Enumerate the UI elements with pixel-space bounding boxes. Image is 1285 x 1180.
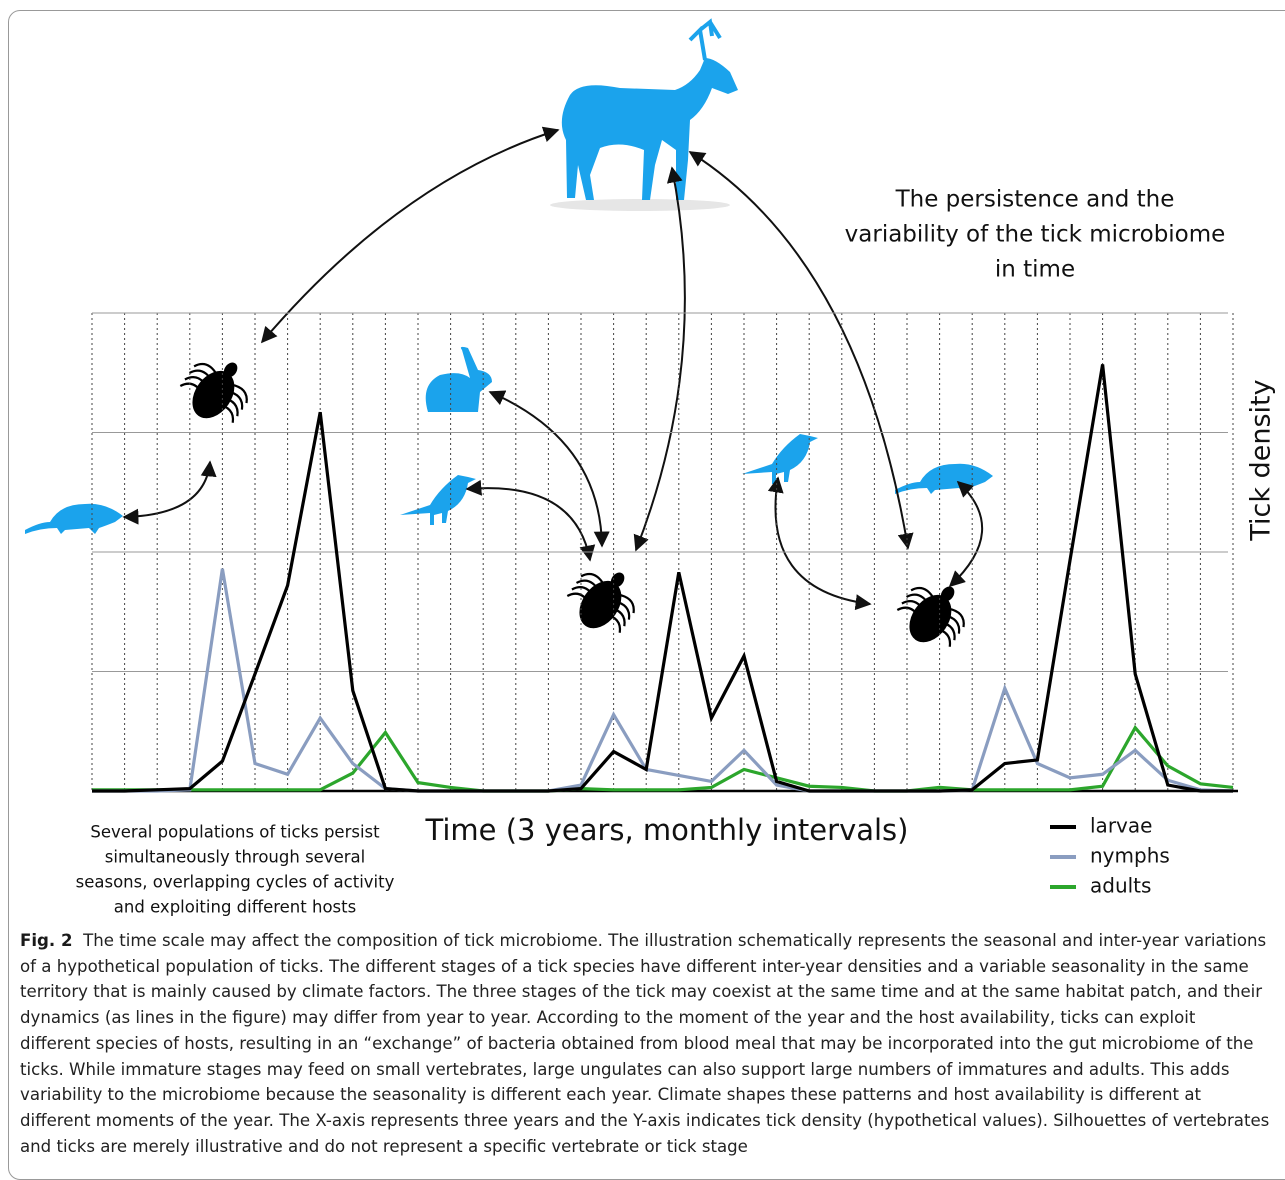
- rabbit-silhouette: [426, 347, 492, 412]
- rodent-body: [25, 504, 123, 534]
- series-line: [92, 728, 1233, 791]
- chart: Time (3 years, monthly intervals) Tick d…: [0, 0, 1285, 925]
- note: Several populations of ticks persist: [90, 823, 380, 842]
- legend-label: nymphs: [1090, 844, 1170, 868]
- legend-label: adults: [1090, 874, 1151, 898]
- host-arrow: [636, 168, 685, 550]
- annotation: variability of the tick microbiome: [845, 222, 1226, 248]
- bird-body: [742, 434, 818, 484]
- tick-silhouette: [172, 345, 261, 434]
- figure-caption: Fig. 2 The time scale may affect the com…: [20, 928, 1270, 1159]
- host-arrow: [490, 392, 602, 546]
- deer-shadow: [550, 199, 730, 211]
- legend-label: larvae: [1090, 814, 1152, 838]
- illustrations: [25, 22, 993, 658]
- host-arrow: [690, 152, 908, 548]
- bird-silhouette: [400, 475, 476, 525]
- caption-text: The time scale may affect the compositio…: [20, 931, 1269, 1156]
- rodent-silhouette: [25, 504, 123, 534]
- annotation: in time: [995, 257, 1075, 283]
- host-arrow: [775, 478, 870, 604]
- bird-silhouette: [742, 434, 818, 484]
- deer-body: [562, 58, 738, 200]
- annotation: The persistence and the: [895, 187, 1175, 213]
- page-body: {"chart_data": {"type": "line", "categor…: [0, 0, 1285, 1170]
- x-axis-label: Time (3 years, monthly intervals): [425, 813, 909, 847]
- deer-silhouette: [550, 22, 738, 211]
- note: and exploiting different hosts: [114, 898, 356, 917]
- y-axis-label: Tick density: [1246, 379, 1277, 541]
- rabbit-body: [426, 347, 492, 412]
- page: Tick microbiome figure html, body { marg…: [0, 0, 1285, 1170]
- host-arrow: [950, 482, 982, 586]
- series-line: [92, 364, 1233, 791]
- caption-label: Fig. 2: [20, 931, 73, 950]
- note: simultaneously through several: [105, 848, 365, 867]
- host-arrow: [467, 488, 590, 560]
- rodent-silhouette: [895, 464, 993, 494]
- tick-silhouette: [559, 555, 648, 644]
- tick-silhouette: [889, 569, 978, 658]
- rodent-body: [895, 464, 993, 494]
- host-arrow: [262, 130, 558, 342]
- host-arrow: [124, 462, 210, 517]
- bird-body: [400, 475, 476, 525]
- deer-antler: [690, 22, 720, 60]
- note: seasons, overlapping cycles of activity: [76, 873, 395, 892]
